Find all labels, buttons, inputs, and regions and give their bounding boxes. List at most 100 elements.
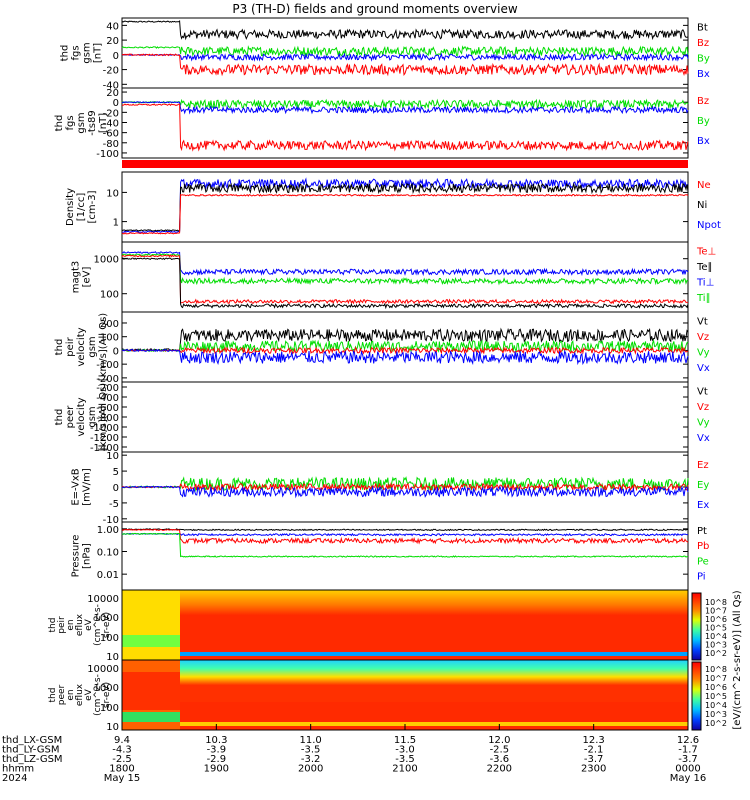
x-tick-label: 2100 xyxy=(392,764,417,775)
y-axis-label: sr-eV) xyxy=(102,682,112,708)
panel-2 xyxy=(121,87,689,159)
y-tick-label: 10000 xyxy=(87,664,119,675)
legend-Pb: Pb xyxy=(697,541,709,552)
panel-3 xyxy=(121,171,689,243)
series-By xyxy=(121,98,689,111)
legend-Vy: Vy xyxy=(697,348,710,359)
colorbar-tick: 10^4 xyxy=(705,701,727,710)
colorbar-tick: 10^5 xyxy=(705,692,727,701)
series-Vx xyxy=(121,348,689,366)
panel-frame xyxy=(121,87,689,159)
y-tick-label: 1000 xyxy=(94,613,119,624)
y-tick-label: 100 xyxy=(100,333,119,344)
x-row-label: thd_LX-GSM xyxy=(2,735,62,746)
legend-Vx: Vx xyxy=(697,433,710,444)
x-tick-label: 2300 xyxy=(581,764,606,775)
x-tick-label: 1900 xyxy=(204,764,229,775)
y-axis-label: fgs xyxy=(65,115,76,130)
x-tick-label: May 16 xyxy=(670,773,707,784)
y-tick-label: 1 xyxy=(113,218,119,229)
legend-Bx: Bx xyxy=(697,136,710,147)
y-axis-label: gsm xyxy=(76,112,87,133)
x-tick-label: -3.2 xyxy=(301,754,321,765)
x-tick-label: 11.0 xyxy=(300,735,322,746)
y-axis-label: [mV/m] xyxy=(82,468,93,506)
y-axis-label: Pressure xyxy=(71,535,82,578)
y-tick-label: -400 xyxy=(96,393,119,404)
legend-Vx: Vx xyxy=(697,363,710,374)
y-axis-label: (cm^2-s- xyxy=(93,674,103,716)
x-tick-label: -3.9 xyxy=(207,745,227,756)
colorbar-tick: 10^2 xyxy=(705,719,727,728)
legend-Ne: Ne xyxy=(697,180,711,191)
x-tick-label: -4.3 xyxy=(112,745,132,756)
y-axis-label: velocity xyxy=(76,327,87,366)
colorbar-tick: 10^5 xyxy=(705,624,727,633)
series-Ez xyxy=(121,482,689,492)
series-Bt xyxy=(121,20,689,41)
y-tick-label: 100 xyxy=(100,290,119,301)
y-tick-label: 1.00 xyxy=(97,525,119,536)
y-axis-label: fgs xyxy=(71,45,82,60)
x-tick-label: 12.3 xyxy=(583,735,605,746)
y-axis-label: Density xyxy=(65,188,76,226)
spectrogram-low xyxy=(180,722,688,726)
legend-Vy: Vy xyxy=(697,418,710,429)
y-tick-label: -20 xyxy=(103,66,119,77)
y-tick-label: 0 xyxy=(113,98,119,109)
panel-6 xyxy=(121,381,689,453)
y-tick-label: -5 xyxy=(109,499,119,510)
series-Ne xyxy=(121,193,689,235)
legend-Ey: Ey xyxy=(697,480,709,491)
colorbar-tick: 10^8 xyxy=(705,598,727,607)
y-axis-label: [nT] xyxy=(98,113,109,133)
y-tick-label: 1000 xyxy=(94,255,119,266)
y-tick-label: 0 xyxy=(113,483,119,494)
y-axis-label: gsm xyxy=(82,42,93,63)
y-axis-label: [km/s](All Qs) xyxy=(98,383,109,451)
y-axis-label: en xyxy=(66,619,76,630)
y-tick-label: 0.01 xyxy=(97,570,119,581)
panel-frame xyxy=(121,381,689,453)
y-tick-label: 20 xyxy=(106,36,119,47)
x-tick-label: 11.5 xyxy=(394,735,416,746)
series-Ni xyxy=(121,182,689,232)
legend-Ni: Ni xyxy=(697,200,707,211)
y-axis-label: eV xyxy=(84,618,94,631)
colorbar-upper xyxy=(691,592,702,661)
x-tick-label: 0000 xyxy=(675,764,700,775)
y-tick-label: -1200 xyxy=(90,433,119,444)
series-Ti⊥ xyxy=(122,251,689,277)
x-tick-label: May 15 xyxy=(104,773,141,784)
legend-Vt: Vt xyxy=(697,316,708,327)
legend-By: By xyxy=(697,54,710,65)
x-row-label: thd_LY-GSM xyxy=(2,745,59,756)
series-Vz xyxy=(121,346,689,355)
y-tick-label: 10 xyxy=(106,722,119,733)
y-tick-label: 20 xyxy=(106,88,119,99)
series-Te∥ xyxy=(121,257,689,310)
legend-Vz: Vz xyxy=(697,402,709,413)
y-tick-label: 0.10 xyxy=(97,547,119,558)
x-tick-label: 12.0 xyxy=(488,735,510,746)
y-axis-label: [eV] xyxy=(82,267,93,288)
y-axis-label: eflux xyxy=(75,613,85,636)
legend-Ex: Ex xyxy=(697,500,709,511)
y-axis-label: peir xyxy=(57,616,67,634)
panel-8 xyxy=(121,521,689,591)
y-tick-label: 10 xyxy=(106,652,119,663)
y-tick-label: -200 xyxy=(96,374,119,385)
y-tick-label: -600 xyxy=(96,403,119,414)
y-axis-label: [km/s](All Qs) xyxy=(98,313,109,381)
y-tick-label: -200 xyxy=(96,383,119,394)
legend-Ez: Ez xyxy=(697,460,709,471)
x-tick-label: -2.5 xyxy=(112,754,132,765)
y-axis-label: velocity xyxy=(76,397,87,436)
series-Ex xyxy=(121,485,689,499)
y-axis-label: gsm xyxy=(87,336,98,357)
panel-frame xyxy=(121,17,689,89)
y-tick-label: -800 xyxy=(96,413,119,424)
legend-By: By xyxy=(697,116,710,127)
y-axis-label: peer xyxy=(65,405,76,429)
series-Ti∥ xyxy=(121,253,689,286)
